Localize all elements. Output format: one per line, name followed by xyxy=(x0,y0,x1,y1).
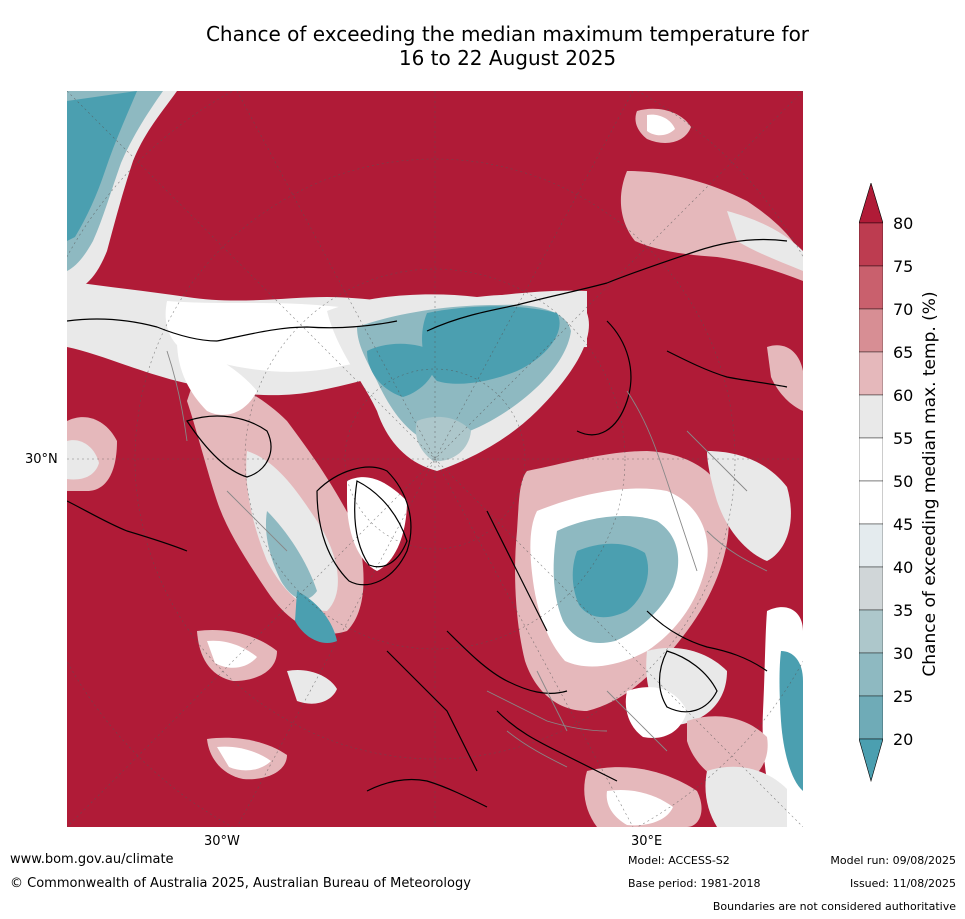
title-line-2: 16 to 22 August 2025 xyxy=(398,46,617,70)
colorbar-tick-30: 30 xyxy=(893,644,914,663)
colorbar-title-text: Chance of exceeding median max. temp. (%… xyxy=(920,291,940,677)
copyright-text: © Commonwealth of Australia 2025, Austra… xyxy=(10,876,471,891)
colorbar-tick-50: 50 xyxy=(893,472,914,491)
colorbar-tick-35: 35 xyxy=(893,601,914,620)
model-text: Model: ACCESS-S2 xyxy=(628,854,730,867)
issued-text: Issued: 11/08/2025 xyxy=(849,877,956,890)
lat-label-30n: 30°N xyxy=(25,452,58,467)
colorbar-tick-45: 45 xyxy=(893,515,914,534)
colorbar-tick-60: 60 xyxy=(893,386,914,405)
region-north-pacific xyxy=(67,91,177,291)
disclaimer-text: Boundaries are not considered authoritat… xyxy=(712,900,956,913)
region-atlantic xyxy=(197,629,337,780)
coastlines xyxy=(67,238,788,808)
colorbar-tick-25: 25 xyxy=(893,687,914,706)
lon-label-30w: 30°W xyxy=(204,834,240,849)
region-greenland xyxy=(187,371,407,643)
colorbar-tick-65: 65 xyxy=(893,343,914,362)
colorbar-tick-40: 40 xyxy=(893,558,914,577)
region-central-arctic xyxy=(327,294,589,471)
base-period-text: Base period: 1981-2018 xyxy=(628,877,761,890)
website-link[interactable]: www.bom.gov.au/climate xyxy=(10,852,174,867)
lon-label-30e: 30°E xyxy=(631,834,663,849)
colorbar-tick-55: 55 xyxy=(893,429,914,448)
region-northeast-pacific xyxy=(620,108,803,411)
region-central-asia xyxy=(625,607,803,827)
graticule xyxy=(67,91,803,827)
region-middle-east xyxy=(584,766,787,827)
colorbar-top-arrow xyxy=(859,183,883,224)
colorbar-bottom-arrow xyxy=(859,738,883,783)
colorbar-tick-20: 20 xyxy=(893,730,914,749)
colorbar-tick-70: 70 xyxy=(893,300,914,319)
forecast-map xyxy=(67,91,803,827)
model-run-text: Model run: 09/08/2025 xyxy=(830,854,956,867)
region-alaska-south xyxy=(67,341,257,491)
region-russia xyxy=(515,451,791,725)
colorbar xyxy=(859,183,883,783)
chart-title: Chance of exceeding the median maximum t… xyxy=(0,22,965,70)
map-canvas xyxy=(67,91,803,827)
title-line-1: Chance of exceeding the median maximum t… xyxy=(205,22,810,46)
colorbar-tick-75: 75 xyxy=(893,257,914,276)
country-borders xyxy=(166,350,768,768)
colorbar-tick-80: 80 xyxy=(893,214,914,233)
